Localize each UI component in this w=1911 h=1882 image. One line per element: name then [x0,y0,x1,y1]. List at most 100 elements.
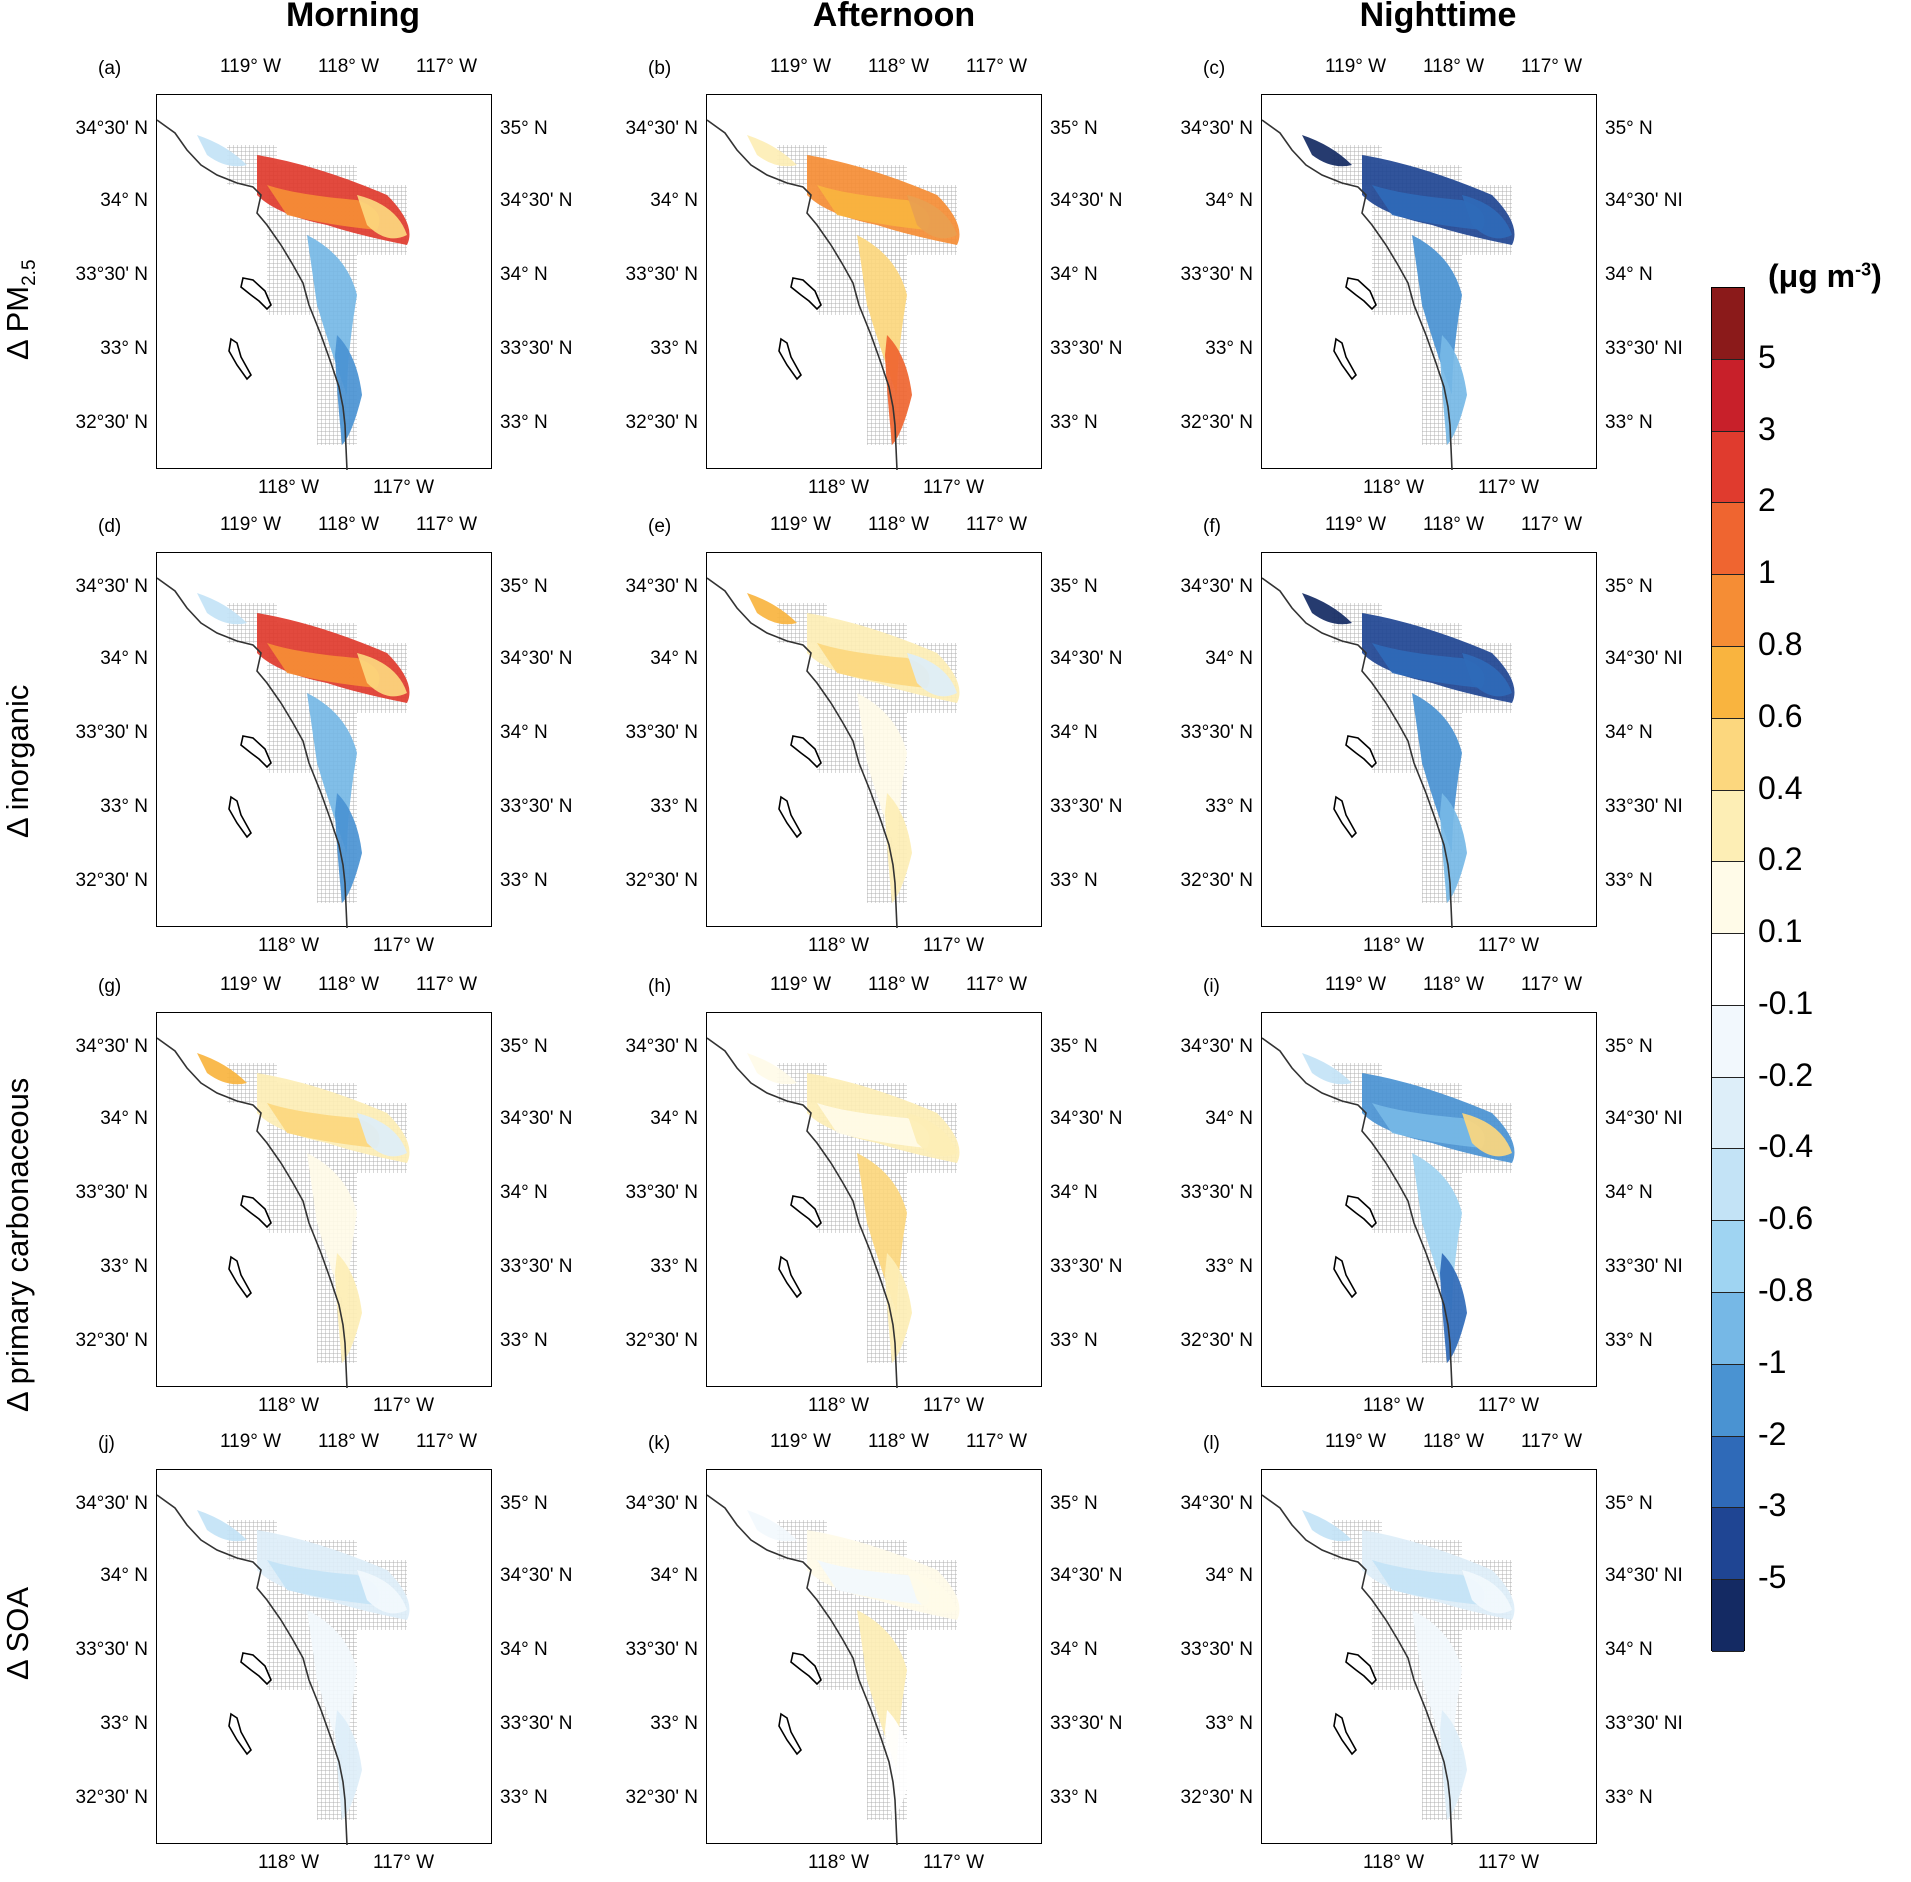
island-outline [240,277,272,311]
colorbar-bin [1712,1293,1744,1365]
island-outline [1345,735,1377,769]
left-lat-tick: 34° N [650,648,698,669]
right-lat-tick: 34°30' N [500,190,573,211]
right-lat-tick: 35° N [1050,576,1098,597]
concentration-area [335,793,362,903]
island-outline [1333,795,1357,839]
left-lat-tick: 34° N [100,1565,148,1586]
right-lat-tick: 33° N [1605,870,1653,891]
right-lat-tick: 33° N [1050,870,1098,891]
top-lon-tick: 118° W [318,974,380,995]
bottom-lon-tick: 117° W [1478,1852,1540,1873]
bottom-lon-tick: 117° W [1478,935,1540,956]
left-lat-tick: 34°30' N [75,118,149,139]
column-title-nighttime: Nighttime [1359,0,1517,34]
island-outline [240,1195,272,1229]
right-lat-tick: 33°30' NI [1605,796,1683,817]
left-lat-tick: 33° N [100,1713,148,1734]
island-outline [778,337,802,381]
colorbar-tick-label: -0.6 [1758,1200,1814,1237]
right-lat-tick: 33° N [1050,412,1098,433]
right-lat-tick: 33°30' NI [1605,1713,1683,1734]
top-lon-tick: 118° W [1423,1431,1485,1452]
colorbar-bin [1712,1077,1744,1150]
map-svg-l [1262,1494,1515,1845]
right-lat-tick: 33°30' N [1050,338,1123,359]
island-outline [1333,337,1357,381]
bottom-lon-tick: 118° W [258,1395,320,1416]
top-lon-tick: 117° W [1521,514,1583,535]
colorbar-bin [1712,288,1744,360]
map-panel-d [156,552,492,928]
island-outline [790,1652,822,1686]
map-panel-a [156,94,492,470]
top-lon-tick: 119° W [220,974,282,995]
bottom-lon-tick: 117° W [1478,477,1540,498]
concentration-area [907,653,957,697]
panel-label: (g) [98,976,122,997]
colorbar-tick-label: -5 [1758,1559,1787,1596]
right-lat-tick: 35° N [500,1493,548,1514]
colorbar-tick-label: 5 [1758,338,1776,375]
map-svg-h [707,1037,960,1388]
left-lat-tick: 33°30' N [625,722,699,743]
bottom-lon-tick: 118° W [808,1395,870,1416]
map-panel-c [1261,94,1597,470]
colorbar-bin [1712,646,1744,719]
bottom-lon-tick: 118° W [258,1852,320,1873]
right-lat-tick: 33°30' N [500,1256,573,1277]
colorbar-tick-label: 2 [1758,482,1776,519]
left-lat-tick: 33°30' N [1180,264,1254,285]
right-lat-tick: 35° N [500,1036,548,1057]
colorbar-bin [1712,934,1744,1006]
map-panel-i [1261,1012,1597,1388]
right-lat-tick: 33° N [500,1330,548,1351]
colorbar-bin [1712,1005,1744,1078]
map-panel-e [706,552,1042,928]
right-lat-tick: 33° N [1605,1787,1653,1808]
map-svg-a [157,119,410,470]
left-lat-tick: 33°30' N [1180,722,1254,743]
bottom-lon-tick: 118° W [1363,1852,1425,1873]
right-lat-tick: 34° N [1050,1182,1098,1203]
left-lat-tick: 34°30' N [1180,1036,1254,1057]
left-lat-tick: 32°30' N [1180,1330,1254,1351]
right-lat-tick: 34° N [500,722,548,743]
right-lat-tick: 33° N [500,870,548,891]
left-lat-tick: 34°30' N [625,118,699,139]
concentration-area [267,1103,380,1148]
left-lat-tick: 33° N [100,338,148,359]
concentration-area [885,793,912,903]
bottom-lon-tick: 117° W [923,1852,985,1873]
map-panel-b [706,94,1042,470]
right-lat-tick: 34°30' N [1050,190,1123,211]
left-lat-tick: 33° N [650,338,698,359]
bottom-lon-tick: 118° W [258,477,320,498]
right-lat-tick: 34°30' N [1050,648,1123,669]
right-lat-tick: 33° N [1050,1330,1098,1351]
left-lat-tick: 34° N [1205,1565,1253,1586]
right-lat-tick: 35° N [1050,1493,1098,1514]
top-lon-tick: 119° W [770,974,832,995]
concentration-area [907,1570,957,1614]
map-svg-i [1262,1037,1515,1388]
left-lat-tick: 33°30' N [75,264,149,285]
colorbar-bin [1712,862,1744,935]
coastline [1262,1494,1453,1845]
colorbar-tick-label: -1 [1758,1343,1787,1380]
right-lat-tick: 33° N [500,412,548,433]
right-lat-tick: 35° N [1605,118,1653,139]
concentration-area [907,195,957,239]
coastline [707,577,898,928]
top-lon-tick: 119° W [220,514,282,535]
concentration-area [817,643,930,688]
left-lat-tick: 32°30' N [1180,1787,1254,1808]
left-lat-tick: 34°30' N [1180,1493,1254,1514]
left-lat-tick: 34° N [100,190,148,211]
map-panel-j [156,1469,492,1845]
concentration-area [197,135,247,167]
right-lat-tick: 34° N [500,1182,548,1203]
top-lon-tick: 118° W [318,1431,380,1452]
map-svg-k [707,1494,960,1845]
bottom-lon-tick: 118° W [808,1852,870,1873]
